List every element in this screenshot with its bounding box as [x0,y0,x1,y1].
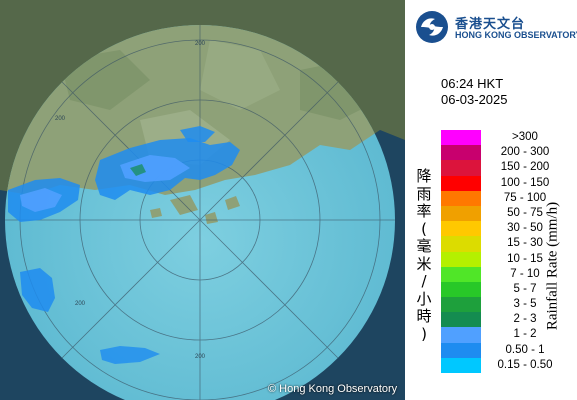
legend-labels: >300 200 - 300 150 - 200 100 - 150 75 - 100 5… [479,130,571,373]
legend-label: 0.15 - 0.50 [497,358,553,371]
legend-swatch [441,160,481,176]
legend-swatch [441,266,481,282]
legend-swatch [441,221,481,237]
legend-label: 10 - 15 [507,252,543,265]
legend-label: 75 - 100 [503,191,547,204]
range-ring-label: 200 [195,41,206,47]
legend-label: 1 - 2 [513,328,537,341]
copyright-text: © Hong Kong Observatory [268,383,398,395]
legend-swatch [441,205,481,222]
legend-label: >300 [512,131,538,143]
legend-label: 7 - 10 [510,267,540,280]
legend-label: 5 - 7 [513,282,537,295]
legend-swatch [441,251,481,267]
legend-swatch [441,312,481,328]
rain-echoes [8,126,240,364]
legend-swatch [441,175,481,191]
legend-label: 0.50 - 1 [505,343,545,356]
legend-swatch [441,281,481,298]
legend-panel: 香港天文台 HONG KONG OBSERVATORY 06:24 HKT 06… [405,0,577,400]
legend-swatch [441,190,481,206]
observation-time: 06:24 HKT [441,76,504,91]
legend-swatch [441,357,481,373]
legend-swatch [441,297,481,313]
radar-map-image: 200 200 200 200 [0,0,405,400]
legend-swatch [441,342,481,358]
range-ring-label: 200 [55,116,66,122]
legend-label: 200 - 300 [500,146,550,159]
radar-coverage [5,25,395,400]
legend-title-cn: 降 雨 率 ( 毫 米 / 小 時 ) [416,167,432,343]
organization-name-en: HONG KONG OBSERVATORY [455,30,577,40]
range-ring-label: 200 [195,354,206,360]
legend-label: 15 - 30 [507,237,543,250]
legend-label: 2 - 3 [513,313,537,326]
legend-label: 3 - 5 [513,298,537,311]
hko-logo-icon [416,11,448,43]
legend-label: 150 - 200 [500,161,550,174]
legend-color-bar [441,130,481,373]
legend-label: 50 - 75 [507,206,543,219]
legend-swatch [441,130,481,146]
legend-label: 100 - 150 [500,176,550,189]
legend-swatch [441,327,481,343]
hko-logo: 香港天文台 HONG KONG OBSERVATORY [415,8,577,48]
range-ring-label: 200 [75,301,86,307]
legend-swatch [441,145,481,161]
legend-label: 30 - 50 [507,222,543,235]
observation-date: 06-03-2025 [441,92,508,107]
legend-swatch [441,236,481,252]
radar-map: 200 200 200 200 © Hong Kong Observatory [0,0,405,400]
organization-name-cn: 香港天文台 [455,17,526,32]
